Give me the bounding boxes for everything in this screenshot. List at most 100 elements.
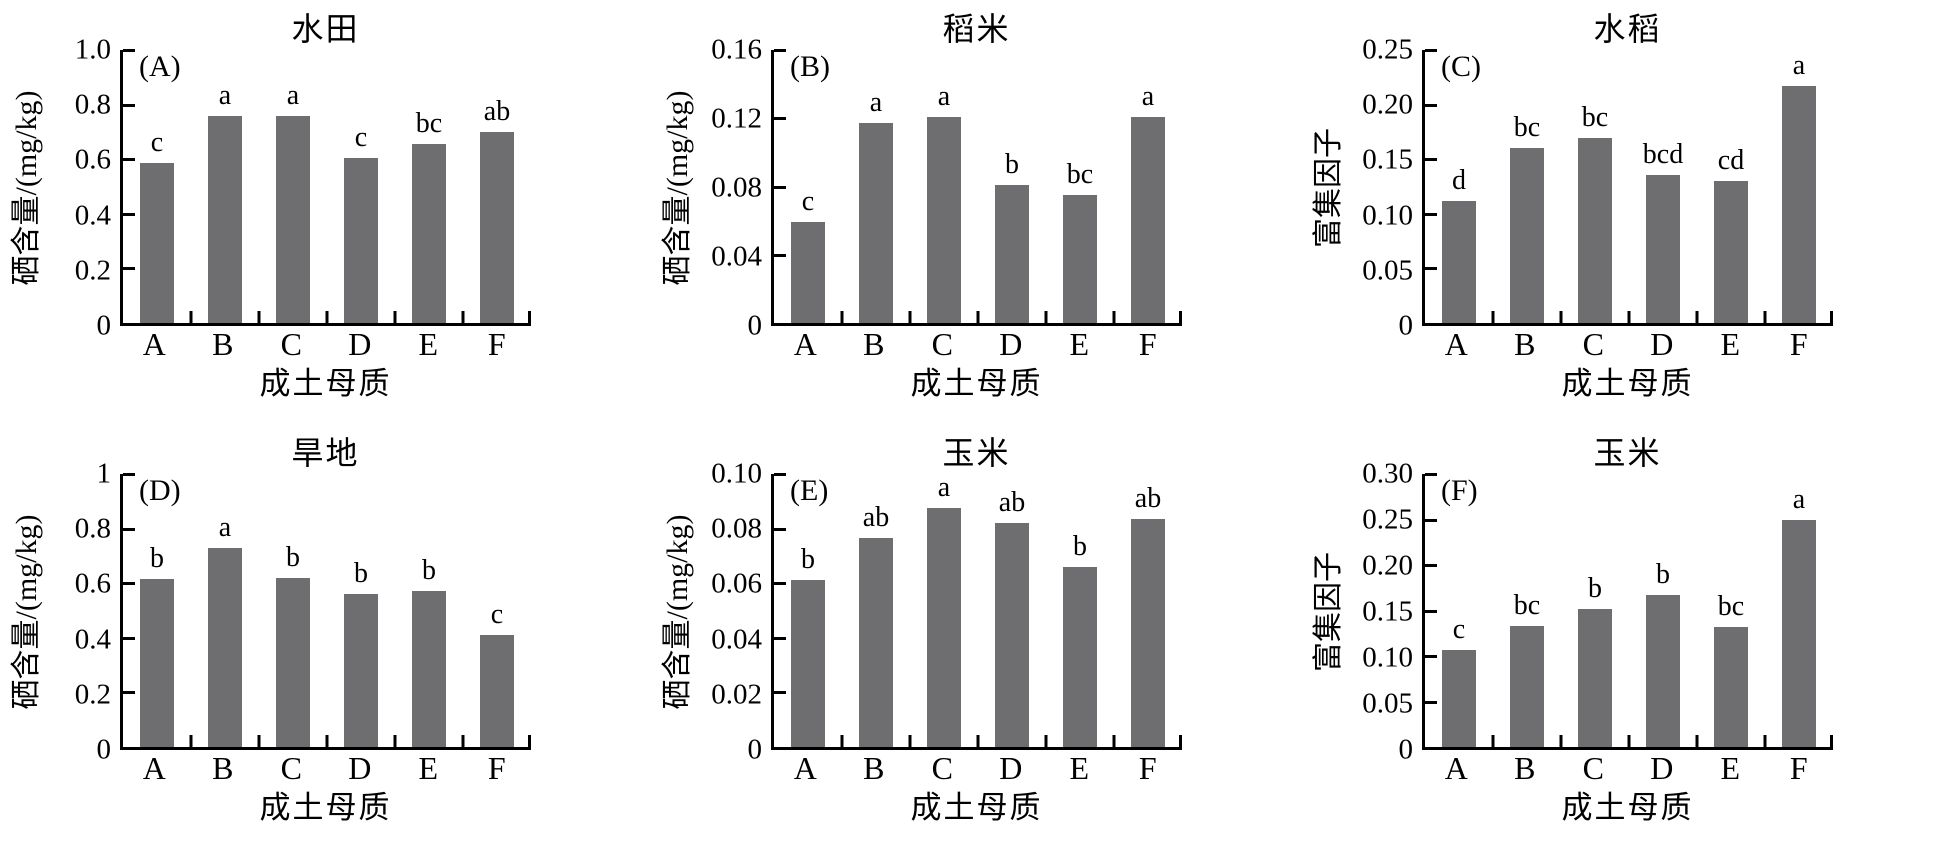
x-category-label: A bbox=[142, 750, 166, 786]
x-tick-mark bbox=[976, 735, 980, 747]
bar-group-d: b bbox=[1629, 474, 1697, 747]
y-axis-tick-labels: 0 0.02 0.04 0.06 0.08 0.10 bbox=[697, 459, 771, 764]
x-tick-mark bbox=[1112, 311, 1116, 323]
bar-group-a: c bbox=[1425, 474, 1493, 747]
bar bbox=[412, 590, 446, 747]
x-tick-mark bbox=[908, 311, 912, 323]
significance-letter: d bbox=[1452, 164, 1466, 196]
x-category-label: B bbox=[212, 750, 234, 786]
x-category-label: A bbox=[793, 750, 817, 786]
significance-letter: ab bbox=[862, 502, 890, 534]
y-tick-label: 0.08 bbox=[711, 512, 762, 545]
y-tick-mark bbox=[1425, 564, 1437, 568]
x-axis-category-labels: A B C D E F bbox=[771, 326, 1302, 362]
x-tick-mark bbox=[1559, 735, 1563, 747]
y-axis-tick-labels: 0 0.04 0.08 0.12 0.16 bbox=[697, 35, 771, 340]
y-tick-label: 0.05 bbox=[1362, 687, 1413, 720]
bars-container: c bc b b bc a bbox=[1425, 474, 1833, 747]
y-tick-label: 0.15 bbox=[1362, 595, 1413, 628]
y-tick-label: 0.8 bbox=[74, 512, 111, 545]
bar-group-b: a bbox=[191, 474, 259, 747]
panel-letter: (A) bbox=[139, 50, 181, 83]
x-axis-category-labels: A B C D E F bbox=[1422, 750, 1953, 786]
bar-group-a: c bbox=[774, 50, 842, 323]
significance-letter: b bbox=[1588, 572, 1602, 604]
bar bbox=[791, 222, 825, 323]
x-tick-mark bbox=[908, 735, 912, 747]
bar bbox=[1646, 595, 1680, 747]
y-tick-mark bbox=[123, 691, 135, 695]
significance-letter: c bbox=[490, 598, 504, 630]
plot-area: (F) c bc b b bc a bbox=[1422, 473, 1833, 750]
bar-group-e: bc bbox=[395, 50, 463, 323]
x-category-label: F bbox=[487, 750, 506, 786]
chart-title: 玉米 bbox=[942, 435, 1011, 471]
x-tick-mark bbox=[1763, 311, 1767, 323]
x-tick-mark bbox=[393, 735, 397, 747]
significance-letter: b bbox=[354, 558, 368, 590]
x-category-label: E bbox=[418, 750, 439, 786]
significance-letter: c bbox=[801, 186, 815, 218]
x-category-label: C bbox=[280, 326, 302, 362]
bar-group-f: ab bbox=[1114, 474, 1182, 747]
bar-group-f: a bbox=[1765, 50, 1833, 323]
y-tick-mark bbox=[123, 527, 135, 531]
x-category-label: E bbox=[418, 326, 439, 362]
bar-group-b: bc bbox=[1493, 50, 1561, 323]
y-axis-title-text: 富集因子 bbox=[1312, 128, 1345, 248]
bar bbox=[1782, 86, 1816, 323]
x-category-label: C bbox=[1582, 750, 1604, 786]
y-tick-mark bbox=[1425, 473, 1437, 476]
x-category-label: D bbox=[348, 326, 372, 362]
y-tick-mark bbox=[1425, 267, 1437, 271]
y-tick-label: 0 bbox=[747, 733, 763, 766]
bar-group-c: b bbox=[1561, 474, 1629, 747]
y-tick-mark bbox=[123, 158, 135, 162]
bar bbox=[208, 115, 242, 323]
bar-group-b: ab bbox=[842, 474, 910, 747]
plot-row: 富集因子 0 0.05 0.10 0.15 0.20 0.25 0.30 (F) c bc b b… bbox=[1302, 459, 1953, 764]
chart-panel-f: 玉米 富集因子 0 0.05 0.10 0.15 0.20 0.25 0.30 (F) c b… bbox=[1302, 424, 1953, 849]
y-axis-tick-labels: 0 0.2 0.4 0.6 0.8 1 bbox=[46, 459, 120, 764]
x-category-label: A bbox=[1444, 750, 1468, 786]
bar-group-e: cd bbox=[1697, 50, 1765, 323]
significance-letter: a bbox=[218, 79, 232, 111]
x-tick-mark bbox=[1695, 735, 1699, 747]
bar bbox=[480, 634, 514, 747]
x-category-label: F bbox=[487, 326, 506, 362]
bars-container: d bc bc bcd cd a bbox=[1425, 50, 1833, 323]
y-tick-label: 0 bbox=[747, 309, 763, 342]
y-tick-label: 1 bbox=[96, 457, 112, 490]
x-tick-mark bbox=[1044, 311, 1048, 323]
y-tick-label: 0.8 bbox=[74, 88, 111, 121]
bar bbox=[927, 508, 961, 747]
panel-letter: (B) bbox=[790, 50, 830, 83]
x-tick-mark bbox=[189, 311, 193, 323]
x-tick-mark bbox=[1491, 311, 1495, 323]
x-category-label: C bbox=[280, 750, 302, 786]
x-tick-mark bbox=[528, 311, 531, 323]
bar bbox=[859, 123, 893, 323]
x-tick-mark bbox=[1627, 735, 1631, 747]
significance-letter: a bbox=[1792, 50, 1806, 82]
x-axis-title: 成土母质 bbox=[1561, 790, 1694, 825]
y-tick-label: 0.02 bbox=[711, 678, 762, 711]
y-tick-label: 0.10 bbox=[711, 457, 762, 490]
y-tick-label: 0 bbox=[96, 309, 112, 342]
bar-group-e: b bbox=[395, 474, 463, 747]
x-axis-title: 成土母质 bbox=[910, 366, 1043, 401]
significance-letter: a bbox=[1792, 483, 1806, 515]
panel-letter: (C) bbox=[1441, 50, 1481, 83]
x-tick-mark bbox=[257, 311, 261, 323]
x-axis-title: 成土母质 bbox=[1561, 366, 1694, 401]
significance-letter: a bbox=[218, 511, 232, 543]
x-category-label: A bbox=[1444, 326, 1468, 362]
y-tick-label: 0.2 bbox=[74, 678, 111, 711]
bars-container: c a a c bc ab bbox=[123, 50, 531, 323]
significance-letter: c bbox=[1452, 613, 1466, 645]
significance-letter: bc bbox=[1581, 102, 1609, 134]
x-category-label: C bbox=[931, 326, 953, 362]
y-tick-label: 0.16 bbox=[711, 33, 762, 66]
plot-area: (C) d bc bc bcd cd a bbox=[1422, 49, 1833, 326]
